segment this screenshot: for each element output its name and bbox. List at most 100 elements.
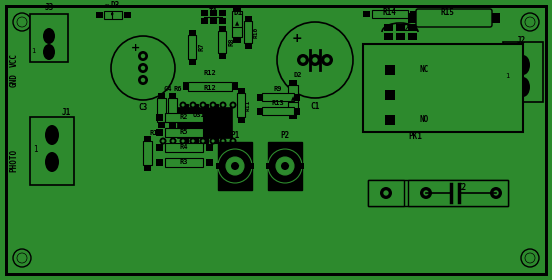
Text: GND: GND (9, 73, 19, 87)
Text: VCC: VCC (9, 53, 19, 67)
Bar (143, 141, 152, 165)
Bar (168, 123, 176, 127)
Bar (183, 82, 188, 90)
Bar (188, 60, 195, 64)
Text: D1: D1 (233, 8, 243, 17)
Bar (395, 24, 405, 31)
Bar (232, 11, 242, 37)
Circle shape (490, 187, 502, 199)
Text: T1: T1 (208, 8, 217, 17)
Bar (218, 142, 252, 190)
Bar (410, 11, 417, 17)
Text: ▶: ▶ (112, 13, 115, 17)
Bar (205, 129, 213, 136)
Text: C2: C2 (458, 183, 466, 192)
Circle shape (277, 22, 353, 98)
Bar (181, 137, 188, 143)
Circle shape (383, 190, 389, 196)
Circle shape (297, 54, 309, 66)
Circle shape (220, 137, 226, 144)
Bar (237, 87, 245, 92)
Bar (372, 10, 408, 18)
Text: R9: R9 (274, 86, 282, 92)
Text: R8: R8 (228, 38, 234, 46)
Bar (233, 6, 241, 10)
Text: +: + (280, 161, 290, 171)
Bar (298, 163, 304, 169)
Bar (232, 82, 237, 90)
Circle shape (525, 17, 535, 27)
Bar (205, 158, 213, 165)
Bar (244, 21, 252, 43)
Circle shape (141, 54, 145, 58)
Circle shape (230, 137, 236, 144)
FancyBboxPatch shape (416, 9, 492, 27)
Bar (178, 108, 232, 138)
Bar (210, 10, 216, 16)
Bar (257, 108, 262, 115)
Text: R10: R10 (254, 26, 259, 38)
Circle shape (179, 102, 187, 109)
Bar (363, 11, 369, 17)
Bar (156, 113, 162, 120)
Circle shape (161, 139, 164, 143)
Bar (156, 158, 162, 165)
Text: PK1: PK1 (408, 132, 422, 141)
Bar (124, 12, 130, 18)
Bar (245, 15, 252, 20)
Bar (289, 113, 297, 118)
Bar (205, 113, 213, 120)
Circle shape (221, 103, 225, 107)
Ellipse shape (516, 77, 530, 97)
Text: R15: R15 (440, 8, 454, 17)
Circle shape (226, 157, 244, 175)
Bar (168, 92, 176, 97)
Circle shape (231, 162, 239, 170)
Bar (218, 31, 226, 53)
Bar (144, 136, 151, 141)
Circle shape (493, 190, 498, 196)
Text: R2: R2 (180, 114, 188, 120)
Text: J1: J1 (61, 108, 71, 117)
Bar (407, 32, 417, 39)
Bar (219, 10, 226, 16)
Circle shape (423, 190, 429, 196)
Circle shape (138, 51, 148, 61)
Text: 1: 1 (31, 48, 35, 54)
Ellipse shape (43, 44, 55, 60)
Bar (95, 12, 103, 18)
Bar (157, 98, 166, 122)
Bar (408, 180, 508, 206)
Bar (157, 123, 164, 127)
Text: +: + (230, 161, 240, 171)
Circle shape (192, 103, 194, 107)
Text: R5: R5 (180, 129, 188, 135)
Bar (266, 163, 272, 169)
Text: C4: C4 (163, 86, 172, 92)
Bar (219, 25, 226, 31)
Bar (188, 35, 196, 59)
Bar (200, 10, 208, 16)
Bar (156, 129, 162, 136)
Circle shape (231, 139, 235, 143)
Bar (144, 165, 151, 171)
Bar (385, 115, 395, 125)
Text: R7: R7 (198, 43, 204, 51)
Circle shape (141, 66, 145, 70)
Circle shape (201, 103, 205, 107)
Circle shape (325, 57, 330, 63)
Circle shape (160, 137, 167, 144)
Bar (200, 104, 208, 109)
Bar (368, 180, 508, 206)
Bar (205, 143, 213, 151)
Text: R3: R3 (180, 159, 188, 165)
Text: +: + (130, 43, 140, 53)
Bar (289, 80, 297, 85)
Bar (200, 18, 208, 24)
Circle shape (169, 102, 177, 109)
Bar (288, 85, 298, 113)
Bar (165, 158, 203, 167)
Circle shape (300, 57, 306, 63)
Circle shape (210, 102, 216, 109)
Circle shape (230, 102, 236, 109)
